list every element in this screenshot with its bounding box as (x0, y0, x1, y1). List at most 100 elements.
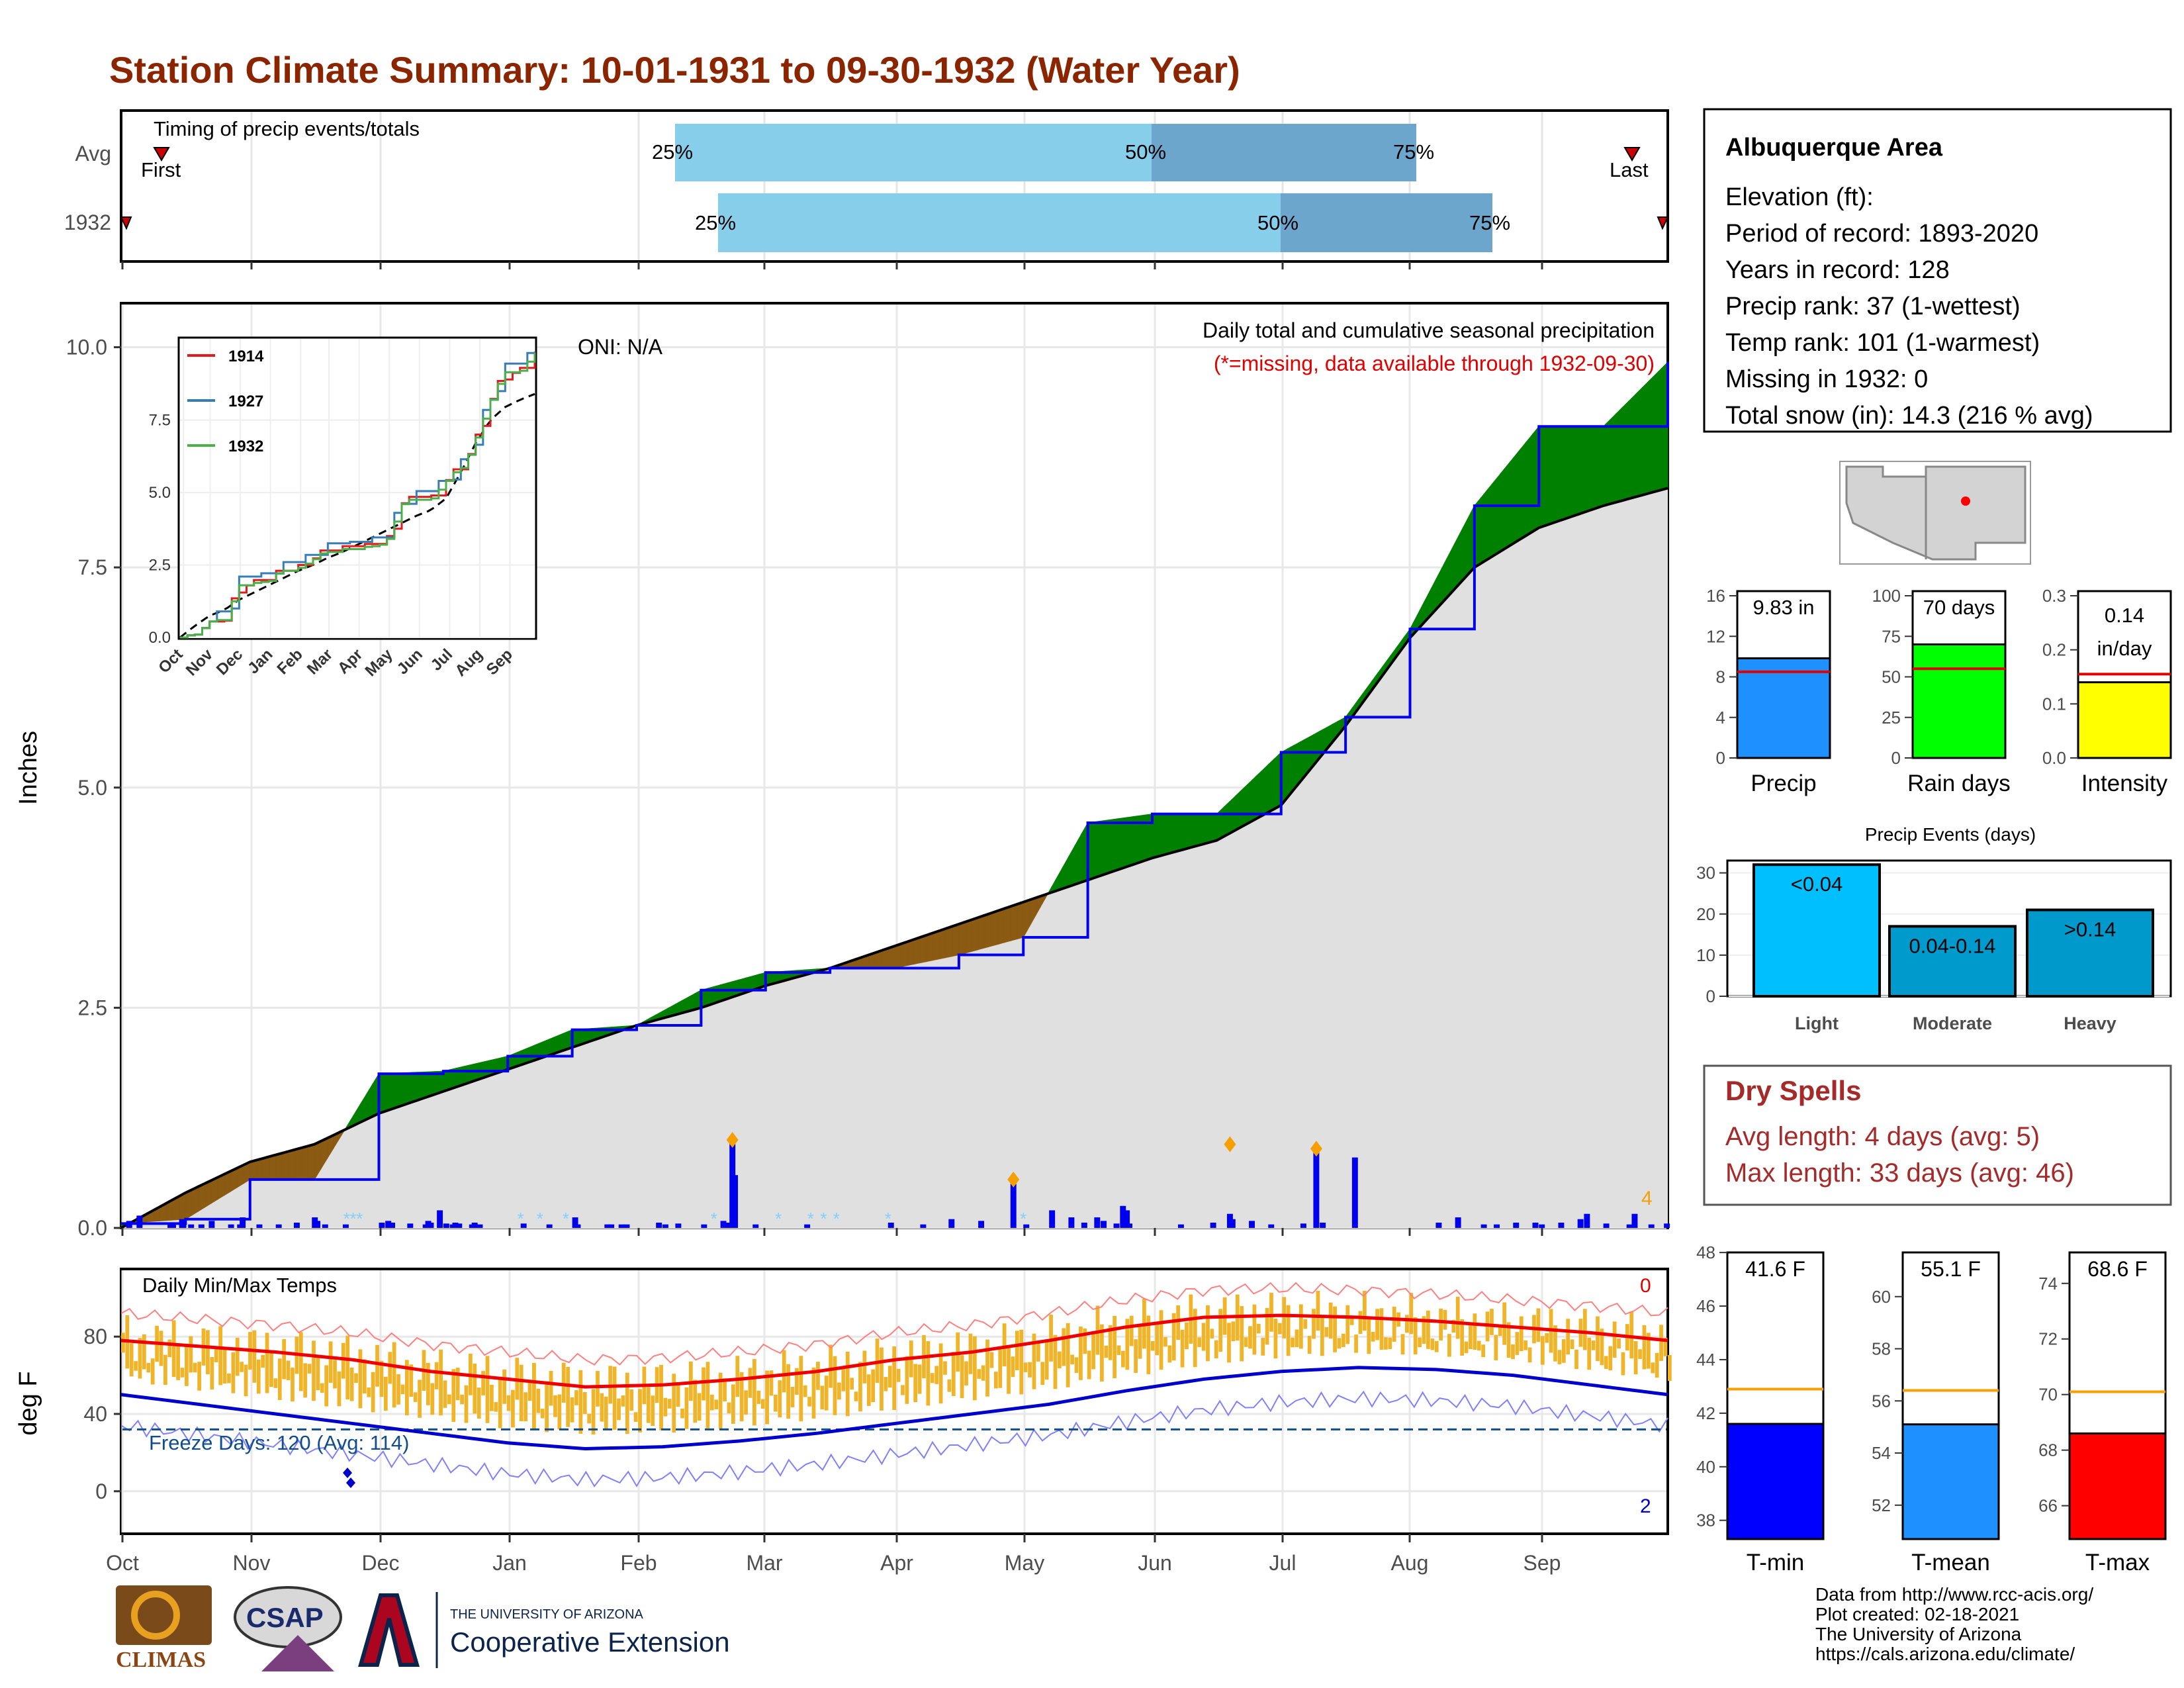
daily-temp-bar (214, 1346, 218, 1362)
credit-line: Data from http://www.rcc-acis.org/ (1815, 1584, 2093, 1605)
daily-temp-bar (1659, 1325, 1663, 1361)
daily-temp-bar (803, 1385, 807, 1397)
daily-precip-bar (804, 1224, 811, 1228)
departure-band (1512, 449, 1520, 545)
daily-temp-bar (540, 1409, 545, 1419)
daily-temp-bar (298, 1332, 303, 1391)
departure-band (1551, 426, 1559, 524)
month-label: Jun (1138, 1551, 1172, 1575)
daily-precip-bar (520, 1223, 527, 1228)
daily-temp-bar (1197, 1337, 1202, 1347)
temp-bar-tick: 58 (1872, 1339, 1891, 1359)
heavy-marker (1224, 1136, 1236, 1152)
daily-temp-bar (1150, 1340, 1155, 1351)
daily-precip-bar (293, 1223, 300, 1228)
daily-temp-bar (1176, 1305, 1181, 1340)
departure-band (398, 1072, 405, 1107)
departure-band (1519, 441, 1527, 541)
departure-band (991, 910, 998, 947)
avg-cumulative-area (121, 488, 1668, 1228)
departure-band (185, 1189, 193, 1220)
daily-temp-bar (1121, 1350, 1125, 1368)
daily-temp-bar (506, 1395, 511, 1411)
daily-temp-bar (892, 1346, 897, 1411)
snow-marker: * (537, 1209, 543, 1229)
daily-temp-bar (638, 1389, 642, 1432)
daily-precip-bar (978, 1221, 985, 1228)
temp-y-tick: 40 (83, 1402, 107, 1426)
daily-precip-bar (126, 1221, 132, 1228)
daily-temp-bar (693, 1380, 698, 1423)
daily-temp-bar (1430, 1338, 1435, 1350)
departure-band (926, 932, 934, 962)
daily-temp-bar (735, 1356, 740, 1397)
daily-temp-bar (121, 1333, 125, 1353)
daily-temp-bar (291, 1368, 295, 1402)
departure-band (275, 1152, 283, 1180)
daily-precip-bar (618, 1224, 625, 1228)
daily-temp-bar (930, 1373, 934, 1383)
daily-temp-bar (1524, 1340, 1528, 1350)
daily-temp-bar (1303, 1319, 1308, 1329)
daily-temp-bar (1511, 1344, 1515, 1360)
daily-temp-bar (989, 1352, 994, 1368)
daily-temp-bar (621, 1395, 625, 1407)
daily-temp-bar (1345, 1305, 1350, 1344)
daily-temp-bar (582, 1392, 587, 1414)
month-label: Mar (746, 1551, 782, 1575)
daily-precip-bar (240, 1217, 246, 1228)
daily-temp-bar (633, 1412, 638, 1422)
daily-temp-bar (938, 1343, 943, 1404)
daily-precip-bar (1081, 1223, 1087, 1228)
daily-temp-bar (1007, 1344, 1011, 1394)
daily-precip-bar (1494, 1224, 1500, 1228)
daily-temp-bar (1646, 1333, 1651, 1369)
credit-line: Plot created: 02-18-2021 (1815, 1604, 2019, 1624)
page-title: Station Climate Summary: 10-01-1931 to 0… (109, 49, 1240, 91)
departure-band (1590, 426, 1598, 511)
daily-temp-bar (1062, 1328, 1066, 1366)
daily-precip-bar (1577, 1219, 1584, 1228)
daily-temp-bar (519, 1364, 523, 1422)
temp-bar-tick: 60 (1872, 1287, 1891, 1307)
inset-legend-label: 1914 (228, 348, 264, 365)
daily-temp-bar (1439, 1308, 1443, 1340)
station-name: Albuquerque Area (1725, 134, 1943, 162)
daily-temp-bar (1180, 1329, 1185, 1368)
daily-temp-bar (1490, 1309, 1494, 1335)
daily-precip-bar (656, 1223, 662, 1228)
daily-temp-bar (702, 1367, 705, 1401)
departure-band (1603, 419, 1610, 506)
daily-temp-bar (1651, 1362, 1655, 1374)
daily-temp-bar (206, 1330, 210, 1375)
month-label: Nov (233, 1551, 271, 1575)
daily-temp-bar (1240, 1306, 1244, 1362)
station-line: Missing in 1932: 0 (1725, 365, 1928, 393)
y-tick-label: 5.0 (78, 776, 107, 800)
daily-temp-bar (1083, 1328, 1087, 1354)
daily-temp-bar (1252, 1304, 1257, 1355)
temp-bar-value: 68.6 F (2087, 1257, 2148, 1281)
mini-bar-tick: 4 (1716, 708, 1725, 727)
departure-band (1635, 387, 1643, 498)
daily-temp-bar (1337, 1338, 1342, 1349)
daily-temp-bar (1129, 1315, 1134, 1346)
departure-band (1545, 426, 1553, 526)
daily-precip-bar (1455, 1217, 1461, 1228)
month-label: Jul (1269, 1551, 1297, 1575)
daily-temp-bar (1265, 1307, 1269, 1345)
daily-temp-bar (756, 1390, 761, 1404)
departure-band (997, 908, 1005, 945)
mini-bar-tick: 16 (1706, 586, 1725, 606)
y-tick-label: 10.0 (66, 336, 107, 359)
daily-temp-bar (561, 1362, 566, 1403)
snow-marker: * (518, 1209, 524, 1229)
avg-last-label: Last (1610, 158, 1649, 181)
daily-temp-bar (596, 1371, 600, 1407)
daily-precip-bar (456, 1223, 463, 1228)
daily-temp-bar (1608, 1346, 1613, 1371)
y1932-q50: 50% (1257, 211, 1298, 234)
daily-temp-bar (277, 1358, 282, 1400)
daily-temp-bar (1668, 1355, 1672, 1382)
